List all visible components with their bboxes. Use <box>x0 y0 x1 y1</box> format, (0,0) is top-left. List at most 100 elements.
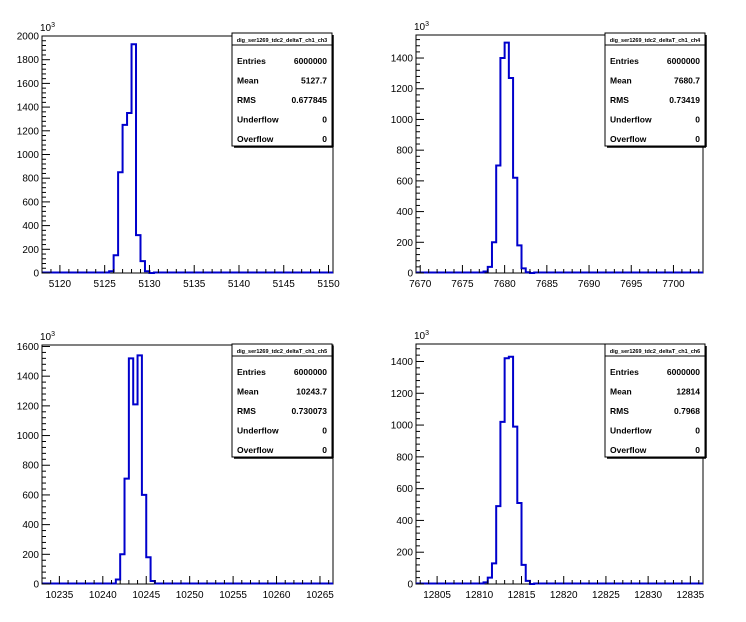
y-tick-label: 1000 <box>391 115 414 126</box>
x-tick-label: 7675 <box>451 279 474 290</box>
stats-title: dig_ser1269_tdc2_deltaT_ch1_ch5 <box>237 349 328 355</box>
stats-row-value: 0 <box>695 115 700 125</box>
x-tick-label: 5120 <box>49 279 72 290</box>
y-tick-label: 1800 <box>17 55 40 66</box>
y-tick-label: 200 <box>396 548 413 559</box>
x-tick-label: 12825 <box>592 590 620 601</box>
x-tick-label: 10235 <box>45 590 73 601</box>
stats-row-value: 0 <box>695 445 700 455</box>
x-tick-label: 10250 <box>176 590 204 601</box>
stats-box: dig_ser1269_tdc2_deltaT_ch1_ch4 Entries 60… <box>604 32 707 148</box>
stats-row-value: 7680.7 <box>674 76 700 86</box>
stats-row-value: 0 <box>322 134 327 144</box>
y-tick-label: 0 <box>33 580 39 591</box>
stats-row-value: 12814 <box>676 387 700 397</box>
x-tick-label: 7680 <box>494 279 517 290</box>
y-tick-label: 800 <box>22 174 39 185</box>
histogram-line <box>42 354 333 585</box>
stats-row-label: RMS <box>237 406 256 416</box>
stats-row-label: Entries <box>610 367 639 377</box>
histogram-line <box>416 355 703 585</box>
histogram-panel: 0 200 400 600 800 1000 1200 1400 1600 10235 10240 1… <box>17 331 335 601</box>
stats-row-value: 6000000 <box>294 367 327 377</box>
stats-title: dig_ser1269_tdc2_deltaT_ch1_ch6 <box>610 349 701 355</box>
y-tick-label: 0 <box>407 269 413 280</box>
y-tick-label: 2000 <box>17 32 40 43</box>
y-tick-label: 1200 <box>17 126 40 137</box>
y-tick-label: 1000 <box>17 150 40 161</box>
y-tick-label: 0 <box>33 269 39 280</box>
stats-row-label: Mean <box>610 76 632 86</box>
x-tick-label: 12830 <box>634 590 662 601</box>
stats-row-label: RMS <box>610 95 629 105</box>
x-tick-label: 5140 <box>228 279 251 290</box>
stats-box-frame <box>604 343 706 458</box>
stats-row-label: Mean <box>237 76 259 86</box>
x-tick-label: 5125 <box>94 279 117 290</box>
stats-row-label: Overflow <box>237 134 274 144</box>
stats-row-value: 6000000 <box>667 56 700 66</box>
y-tick-label: 1600 <box>17 342 40 353</box>
x-tick-label: 7700 <box>662 279 685 290</box>
y-tick-label: 1200 <box>391 84 414 95</box>
y-tick-label: 600 <box>22 490 39 501</box>
stats-row-value: 0 <box>695 134 700 144</box>
y-tick-label: 200 <box>396 238 413 249</box>
y-tick-label: 600 <box>22 197 39 208</box>
stats-box: dig_ser1269_tdc2_deltaT_ch1_ch5 Entries 60… <box>231 343 334 459</box>
stats-row-value: 6000000 <box>667 367 700 377</box>
stats-row-value: 0 <box>322 426 327 436</box>
stats-box-frame <box>604 32 706 147</box>
x-tick-label: 5135 <box>183 279 206 290</box>
stats-box-frame <box>231 343 333 458</box>
y-tick-label: 800 <box>22 461 39 472</box>
x-tick-label: 12805 <box>423 590 451 601</box>
stats-row-label: RMS <box>237 95 256 105</box>
y-tick-label: 600 <box>396 484 413 495</box>
y-tick-label: 400 <box>22 221 39 232</box>
stats-title: dig_ser1269_tdc2_deltaT_ch1_ch3 <box>237 38 328 44</box>
stats-row-value: 6000000 <box>294 56 327 66</box>
y-tick-label: 1000 <box>391 421 414 432</box>
y-tick-label: 1400 <box>391 357 414 368</box>
y-tick-label: 600 <box>396 176 413 187</box>
y-exponent-label: 103 <box>40 331 55 343</box>
stats-row-label: Entries <box>237 56 266 66</box>
y-tick-label: 400 <box>396 516 413 527</box>
y-tick-label: 1600 <box>17 79 40 90</box>
y-tick-label: 800 <box>396 452 413 463</box>
stats-row-label: Mean <box>610 387 632 397</box>
x-tick-label: 10255 <box>219 590 247 601</box>
y-tick-label: 200 <box>22 245 39 256</box>
y-exponent-label: 103 <box>40 22 55 34</box>
y-exponent-label: 103 <box>414 330 429 342</box>
stats-box: dig_ser1269_tdc2_deltaT_ch1_ch3 Entries 60… <box>231 32 334 148</box>
x-tick-label: 10240 <box>89 590 117 601</box>
stats-row-value: 0.677845 <box>292 95 328 105</box>
y-tick-label: 0 <box>407 580 413 591</box>
stats-row-label: Underflow <box>610 426 652 436</box>
stats-row-label: Entries <box>610 56 639 66</box>
x-tick-label: 10245 <box>132 590 160 601</box>
y-tick-label: 200 <box>22 550 39 561</box>
x-tick-label: 10265 <box>306 590 334 601</box>
x-tick-label: 5130 <box>138 279 161 290</box>
histogram-panel: 0 200 400 600 800 1000 1200 1400 7670 7675 7680 768… <box>391 21 707 290</box>
stats-row-label: Overflow <box>610 134 647 144</box>
y-tick-label: 1400 <box>17 372 40 383</box>
x-tick-label: 12815 <box>508 590 536 601</box>
y-tick-label: 1200 <box>17 401 40 412</box>
stats-row-value: 0.7968 <box>674 406 700 416</box>
y-tick-label: 400 <box>22 520 39 531</box>
y-tick-label: 1200 <box>391 389 414 400</box>
stats-title: dig_ser1269_tdc2_deltaT_ch1_ch4 <box>610 38 701 44</box>
stats-row-label: Underflow <box>610 115 652 125</box>
y-tick-label: 1400 <box>391 54 414 65</box>
histogram-line <box>416 41 703 274</box>
y-tick-label: 800 <box>396 146 413 157</box>
stats-row-value: 10243.7 <box>296 387 327 397</box>
x-tick-label: 5150 <box>317 279 340 290</box>
stats-row-value: 5127.7 <box>301 76 327 86</box>
y-tick-label: 1400 <box>17 103 40 114</box>
